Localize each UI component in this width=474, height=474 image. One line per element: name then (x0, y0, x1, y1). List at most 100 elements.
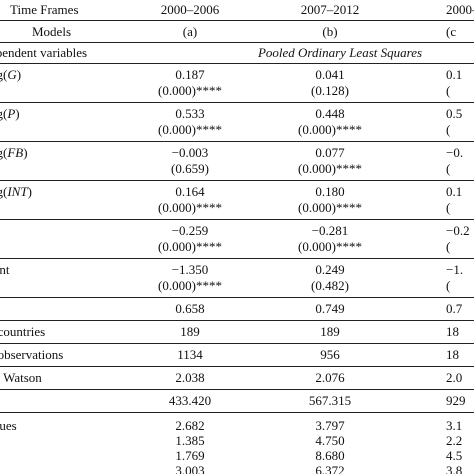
statistic-label: in Watson (0, 370, 42, 385)
variable-suffix: ) (27, 184, 32, 199)
statistic-value: 0.658 (175, 301, 205, 316)
coefficient-value: −0. (446, 145, 464, 160)
p-value: ( (446, 278, 451, 293)
variable-label: tant (0, 262, 10, 277)
coefficient-value: 0.1 (446, 184, 463, 199)
vif-value: 6.372 (315, 463, 345, 474)
statistic-value: 0.749 (315, 301, 345, 316)
coefficient-value: −0.003 (171, 145, 209, 160)
p-value: (0.659) (171, 161, 209, 176)
vif-label: alues (0, 418, 17, 433)
header-period: 2000–2006 (160, 2, 220, 17)
statistic-value: 929 (446, 393, 466, 408)
variable-label: og(INT) (0, 184, 32, 199)
p-value: ( (446, 122, 451, 137)
coefficient-value: −0.281 (311, 223, 349, 238)
p-value: ( (446, 200, 451, 215)
coefficient-value: 0.187 (175, 67, 205, 82)
rule (0, 63, 474, 64)
coefficient-value: 0.041 (315, 67, 345, 82)
variable-prefix: og( (0, 106, 8, 121)
p-value: ( (446, 83, 451, 98)
variable-symbol: INT (7, 184, 28, 199)
rule (0, 366, 474, 367)
vif-value: 4.5 (446, 448, 463, 463)
rule (0, 320, 474, 321)
p-value: (0.482) (311, 278, 349, 293)
statistic-value: 1134 (177, 347, 203, 362)
variable-label: og(FB) (0, 145, 28, 160)
coefficient-value: −0.2 (446, 223, 470, 238)
header-model-tag: (b) (322, 24, 338, 39)
rule (0, 141, 474, 142)
header-period: 2007–2012 (300, 2, 360, 17)
p-value: (0.000)**** (158, 239, 222, 254)
variable-label: og(G) (0, 67, 21, 82)
statistic-value: 2.0 (446, 370, 463, 385)
statistic-value: 433.420 (168, 393, 212, 408)
p-value: ( (446, 161, 451, 176)
vif-value: 1.769 (175, 448, 205, 463)
estimation-method: Pooled Ordinary Least Squares (257, 45, 423, 60)
rule (0, 20, 474, 21)
statistic-value: 189 (180, 324, 200, 339)
p-value: (0.000)**** (158, 83, 222, 98)
rule (0, 389, 474, 390)
variable-prefix: tant (0, 262, 10, 277)
coefficient-value: 0.249 (315, 262, 345, 277)
variable-symbol: P (7, 106, 16, 121)
rule (0, 42, 474, 43)
p-value: ( (446, 239, 451, 254)
header-model-tag: (c (446, 24, 457, 39)
header-models-label: Models (32, 24, 71, 39)
variable-suffix: ) (16, 67, 22, 82)
statistic-label: f countries (0, 324, 46, 339)
variable-suffix: ) (15, 106, 20, 121)
rule (0, 180, 474, 181)
statistic-value: 2.038 (175, 370, 205, 385)
coefficient-value: −0.259 (171, 223, 209, 238)
statistic-label: f observations (0, 347, 64, 362)
p-value: (0.000)**** (298, 200, 362, 215)
coefficient-value: −1.350 (171, 262, 209, 277)
vif-value: 3.8 (446, 463, 463, 474)
variable-prefix: og( (0, 184, 8, 199)
variable-symbol: FB (7, 145, 24, 160)
variable-suffix: ) (23, 145, 28, 160)
rule (0, 102, 474, 103)
coefficient-value: 0.180 (315, 184, 345, 199)
vif-value: 3.003 (175, 463, 205, 474)
vif-value: 2.682 (175, 418, 205, 433)
coefficient-value: 0.533 (175, 106, 205, 121)
p-value: (0.000)**** (298, 122, 362, 137)
statistic-value: 189 (320, 324, 340, 339)
p-value: (0.128) (311, 83, 349, 98)
header-period: 2000– (446, 2, 474, 17)
rule (0, 258, 474, 259)
vif-value: 4.750 (315, 433, 345, 448)
vif-value: 3.797 (315, 418, 345, 433)
variable-prefix: og( (0, 67, 8, 82)
rule (0, 343, 474, 344)
p-value: (0.000)**** (158, 200, 222, 215)
p-value: (0.000)**** (158, 278, 222, 293)
statistic-value: 567.315 (308, 393, 352, 408)
p-value: (0.000)**** (298, 239, 362, 254)
statistic-value: 0.7 (446, 301, 463, 316)
statistic-value: 956 (320, 347, 340, 362)
p-value: (0.000)**** (298, 161, 362, 176)
rule (0, 412, 474, 413)
header-model-tag: (a) (182, 24, 198, 39)
variable-label: og(P) (0, 106, 20, 121)
p-value: (0.000)**** (158, 122, 222, 137)
statistic-value: 18 (446, 324, 459, 339)
coefficient-value: 0.5 (446, 106, 463, 121)
statistic-value: 18 (446, 347, 459, 362)
coefficient-value: 0.1 (446, 67, 463, 82)
rule (0, 297, 474, 298)
vif-value: 3.1 (446, 418, 463, 433)
statistic-value: 2.076 (315, 370, 345, 385)
variable-prefix: og( (0, 145, 8, 160)
rule (0, 219, 474, 220)
